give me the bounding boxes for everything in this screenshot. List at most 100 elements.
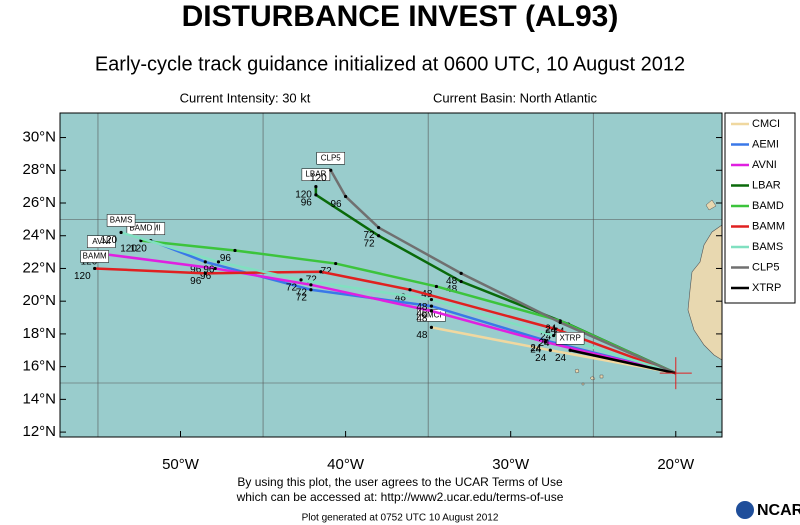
generated: Plot generated at 0752 UTC 10 August 201…: [302, 513, 499, 524]
track-point: [543, 340, 547, 344]
hour-label: 96: [190, 265, 202, 276]
track: [569, 349, 677, 375]
hour-label: 96: [301, 197, 313, 208]
track-point: [568, 348, 572, 352]
track-point: [377, 234, 381, 238]
legend-label: BAMM: [752, 220, 785, 232]
islands: [574, 199, 717, 386]
hour-label: 96: [220, 253, 232, 264]
track-end-box: [301, 168, 331, 181]
track-point: [548, 348, 552, 352]
legend-label: AEMI: [752, 138, 779, 150]
plot: 2448CMCI24487296120AEMI24487296120AVNI24…: [60, 113, 722, 437]
track-point: [434, 284, 438, 289]
legend-label: BAMS: [752, 241, 783, 253]
track-point: [558, 320, 562, 325]
track-point: [314, 185, 318, 189]
disclaimer: By using this plot, the user agrees to t…: [237, 475, 563, 489]
africa-coast: [687, 224, 723, 361]
track-point: [309, 288, 313, 292]
x-tick-label: 50°W: [162, 456, 200, 473]
track-end-label: LBAR: [305, 170, 326, 179]
y-tick-label: 16°N: [22, 358, 56, 375]
y-tick-label: 28°N: [22, 161, 56, 178]
track-point: [459, 279, 463, 284]
legend-label: LBAR: [752, 179, 781, 191]
track-point: [203, 260, 207, 264]
hour-label: 72: [306, 274, 318, 285]
hour-label: 72: [286, 283, 298, 294]
hour-label: 72: [296, 292, 308, 303]
logo-icon: [736, 501, 754, 519]
hour-label: 120: [130, 243, 147, 254]
y-tick-label: 20°N: [22, 292, 56, 309]
hour-label: 48: [395, 292, 407, 303]
hour-label: 96: [190, 276, 202, 287]
track-point: [429, 309, 434, 313]
logo: NCAR: [757, 502, 800, 519]
hour-label: 24: [545, 325, 557, 336]
track-point: [314, 193, 318, 197]
hour-label: 48: [416, 314, 428, 325]
legend-label: BAMD: [752, 200, 784, 212]
hour-label: 24: [555, 353, 567, 364]
hour-label: 96: [200, 271, 212, 282]
track-end-box: [555, 332, 585, 345]
track-point: [329, 168, 333, 172]
track-point: [429, 304, 434, 308]
track-point: [377, 225, 381, 230]
hour-label: 24: [530, 343, 542, 354]
track: [329, 169, 677, 375]
track-end-box: [106, 214, 136, 227]
disclaimer: which can be accessed at: http://www2.uc…: [236, 490, 564, 504]
track-end-box: [80, 250, 109, 263]
legend-label: AVNI: [752, 159, 777, 171]
chart-title: DISTURBANCE INVEST (AL93): [182, 0, 619, 33]
track-point: [309, 283, 313, 287]
track-point: [216, 260, 221, 264]
hour-label: 24: [538, 338, 550, 349]
hour-label: 48: [446, 276, 458, 287]
frame: [59, 112, 723, 438]
track-point: [459, 271, 463, 275]
track-end-box: [87, 235, 116, 248]
track-point: [299, 278, 303, 282]
y-tick-label: 18°N: [22, 325, 56, 342]
y-tick-label: 22°N: [22, 259, 56, 276]
legend-label: CLP5: [752, 261, 780, 273]
y-tick-label: 12°N: [22, 423, 56, 440]
hour-label: 24: [530, 345, 542, 356]
track-point: [344, 194, 348, 199]
track-point: [213, 266, 217, 271]
track-end-label: BAMD: [129, 224, 152, 233]
hour-label: 96: [203, 265, 215, 276]
track-end-label: CMCI: [421, 310, 441, 319]
track-end-label: XTRP: [559, 333, 580, 342]
track-point: [553, 327, 557, 331]
track-point: [429, 297, 434, 302]
track: [101, 252, 677, 375]
track-end-label: CLP5: [321, 153, 342, 162]
track-end-label: BAMM: [83, 252, 107, 261]
track-point: [552, 333, 556, 338]
hour-label: 120: [120, 243, 137, 254]
y-tick-label: 26°N: [22, 194, 56, 211]
track-point: [233, 248, 237, 253]
hour-label: 48: [416, 309, 428, 320]
hour-label: 48: [416, 302, 428, 313]
track-point: [203, 271, 207, 275]
hour-label: 24: [535, 353, 547, 364]
basin: Current Basin: North Atlantic: [433, 90, 598, 105]
track-end-label: AVNI: [92, 237, 110, 246]
track-point: [429, 325, 434, 329]
track-end-label: BAMS: [110, 216, 133, 225]
hour-label: 72: [363, 230, 375, 241]
hour-label: 48: [416, 330, 428, 341]
track-point: [119, 230, 123, 235]
hour-label: 24: [540, 332, 552, 343]
hour-label: 96: [330, 199, 342, 210]
x-tick-label: 20°W: [657, 456, 695, 473]
intensity: Current Intensity: 30 kt: [180, 90, 311, 105]
hour-label: 120: [74, 271, 91, 282]
